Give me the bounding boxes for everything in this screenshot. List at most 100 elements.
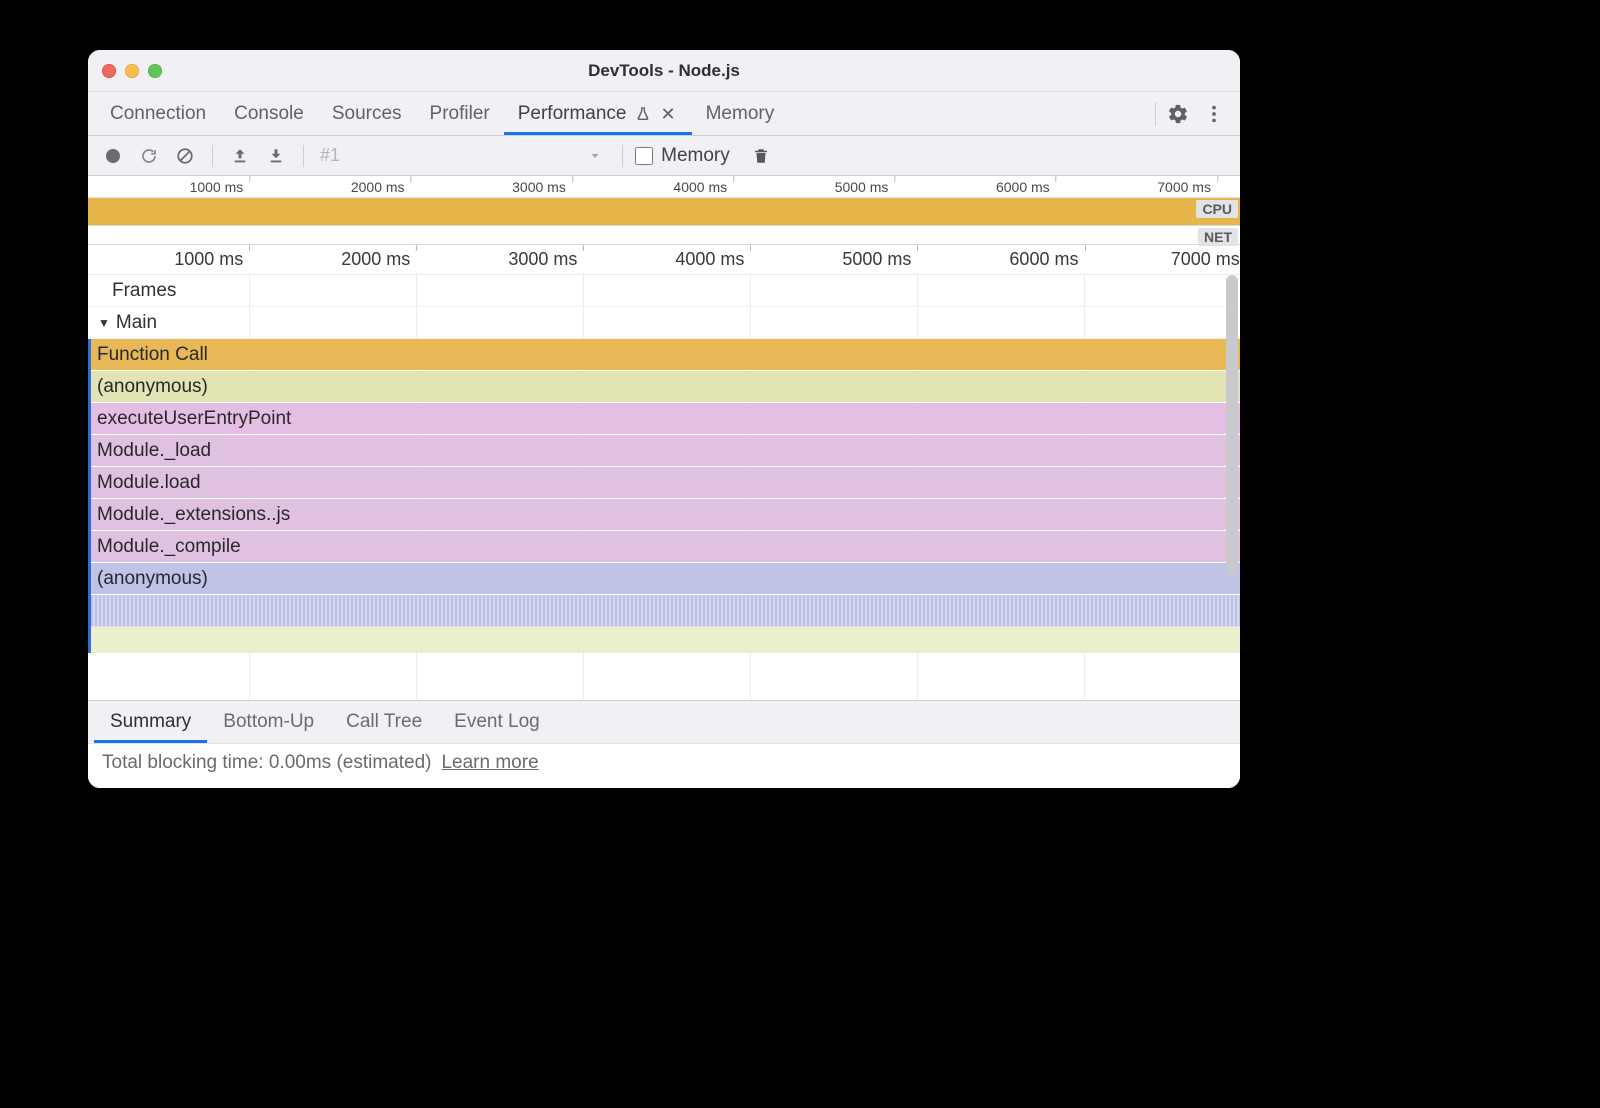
clear-button[interactable] (170, 141, 200, 171)
divider (1155, 102, 1156, 126)
tab-label: Bottom-Up (223, 711, 314, 733)
tab-label: Sources (332, 103, 402, 125)
flame-bar[interactable]: Module.load (91, 467, 1240, 498)
tab-console[interactable]: Console (220, 92, 318, 135)
flame-bar[interactable]: executeUserEntryPoint (91, 403, 1240, 434)
tab-label: Profiler (430, 103, 490, 125)
disclosure-triangle-icon[interactable]: ▼ (98, 316, 110, 330)
frames-track-header[interactable]: Frames (88, 275, 1240, 307)
clear-icon (176, 147, 194, 165)
overview-pane[interactable]: 1000 ms2000 ms3000 ms4000 ms5000 ms6000 … (88, 176, 1240, 245)
flask-icon (635, 105, 651, 123)
main-track-header[interactable]: ▼ Main (88, 307, 1240, 339)
divider (212, 145, 213, 167)
tab-profiler[interactable]: Profiler (416, 92, 504, 135)
tab-label: Memory (706, 103, 775, 125)
window-title: DevTools - Node.js (588, 61, 740, 81)
ruler-tick: 4000 ms (675, 245, 750, 274)
memory-checkbox-input[interactable] (635, 147, 653, 165)
flame-bar[interactable]: Module._load (91, 435, 1240, 466)
ruler-tick: 4000 ms (673, 176, 733, 197)
flame-row[interactable]: (anonymous) (91, 563, 1240, 595)
devtools-window: DevTools - Node.js Connection Console So… (88, 50, 1240, 788)
tab-sources[interactable]: Sources (318, 92, 416, 135)
upload-icon (231, 147, 249, 165)
gear-icon (1167, 103, 1189, 125)
record-icon (105, 148, 121, 164)
cpu-track-label: CPU (1196, 200, 1238, 218)
caret-down-icon (589, 150, 601, 162)
flame-bar[interactable]: (anonymous) (91, 371, 1240, 402)
main-flamechart[interactable]: Function Call(anonymous)executeUserEntry… (88, 339, 1240, 653)
memory-checkbox[interactable]: Memory (635, 145, 730, 167)
close-window-button[interactable] (102, 64, 116, 78)
flame-row[interactable]: Module.load (91, 467, 1240, 499)
ruler-tick: 7000 ms (1171, 245, 1240, 274)
memory-checkbox-label: Memory (661, 145, 730, 167)
divider (303, 145, 304, 167)
blocking-time-text: Total blocking time: 0.00ms (estimated) (102, 752, 431, 774)
delete-profile-button[interactable] (746, 141, 776, 171)
flame-row[interactable]: executeUserEntryPoint (91, 403, 1240, 435)
zoom-window-button[interactable] (148, 64, 162, 78)
traffic-lights (102, 50, 162, 91)
tab-connection[interactable]: Connection (96, 92, 220, 135)
detail-ruler[interactable]: 1000 ms2000 ms3000 ms4000 ms5000 ms6000 … (88, 245, 1240, 275)
flame-row-aggregate[interactable] (91, 627, 1240, 653)
flame-row[interactable]: Module._compile (91, 531, 1240, 563)
panel-tabbar: Connection Console Sources Profiler Perf… (88, 92, 1240, 136)
scrollbar-thumb[interactable] (1226, 275, 1238, 575)
flame-bar[interactable]: (anonymous) (91, 563, 1240, 594)
overview-cpu-track[interactable]: CPU (88, 198, 1240, 226)
recording-selector-caret[interactable] (580, 141, 610, 171)
more-button[interactable] (1196, 96, 1232, 132)
details-tab-call-tree[interactable]: Call Tree (330, 701, 438, 743)
tab-label: Call Tree (346, 711, 422, 733)
flame-row[interactable]: Module._extensions..js (91, 499, 1240, 531)
reload-record-button[interactable] (134, 141, 164, 171)
overview-ruler[interactable]: 1000 ms2000 ms3000 ms4000 ms5000 ms6000 … (88, 176, 1240, 198)
recording-id-label: #1 (320, 145, 340, 165)
kebab-icon (1203, 103, 1225, 125)
tab-label: Console (234, 103, 304, 125)
net-track-label: NET (1198, 228, 1238, 246)
ruler-tick: 3000 ms (512, 176, 572, 197)
flame-row-aggregate[interactable] (91, 595, 1240, 627)
flame-bar[interactable]: Module._compile (91, 531, 1240, 562)
learn-more-link[interactable]: Learn more (441, 752, 538, 774)
overview-net-track[interactable]: NET (88, 226, 1240, 245)
flame-bar[interactable]: Module._extensions..js (91, 499, 1240, 530)
reload-icon (140, 147, 158, 165)
tab-memory[interactable]: Memory (692, 92, 789, 135)
tab-label: Event Log (454, 711, 540, 733)
details-tab-summary[interactable]: Summary (94, 701, 207, 743)
tab-label: Summary (110, 711, 191, 733)
flame-bar[interactable]: Function Call (91, 339, 1240, 370)
flamechart-pane[interactable]: Frames ▼ Main Function Call(anonymous)ex… (88, 275, 1240, 700)
flame-row[interactable]: Module._load (91, 435, 1240, 467)
divider (622, 145, 623, 167)
details-tab-event-log[interactable]: Event Log (438, 701, 556, 743)
tab-performance[interactable]: Performance ✕ (504, 92, 692, 135)
flame-row[interactable]: (anonymous) (91, 371, 1240, 403)
ruler-tick: 6000 ms (996, 176, 1056, 197)
save-profile-button[interactable] (261, 141, 291, 171)
ruler-tick: 1000 ms (190, 176, 250, 197)
details-tabbar: Summary Bottom-Up Call Tree Event Log (88, 701, 1240, 743)
load-profile-button[interactable] (225, 141, 255, 171)
tab-label: Connection (110, 103, 206, 125)
main-label: Main (116, 312, 157, 334)
close-tab-button[interactable]: ✕ (659, 105, 678, 123)
settings-button[interactable] (1160, 96, 1196, 132)
ruler-tick: 5000 ms (842, 245, 917, 274)
trash-icon (752, 146, 770, 166)
minimize-window-button[interactable] (125, 64, 139, 78)
ruler-tick: 6000 ms (1009, 245, 1084, 274)
flame-row[interactable]: Function Call (91, 339, 1240, 371)
record-button[interactable] (98, 141, 128, 171)
ruler-tick: 7000 ms (1157, 176, 1217, 197)
details-tab-bottom-up[interactable]: Bottom-Up (207, 701, 330, 743)
recording-selector[interactable]: #1 (316, 145, 344, 166)
summary-info: Total blocking time: 0.00ms (estimated) … (88, 743, 1240, 788)
titlebar: DevTools - Node.js (88, 50, 1240, 92)
